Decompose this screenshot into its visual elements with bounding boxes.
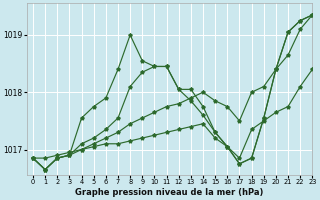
X-axis label: Graphe pression niveau de la mer (hPa): Graphe pression niveau de la mer (hPa) [76,188,264,197]
